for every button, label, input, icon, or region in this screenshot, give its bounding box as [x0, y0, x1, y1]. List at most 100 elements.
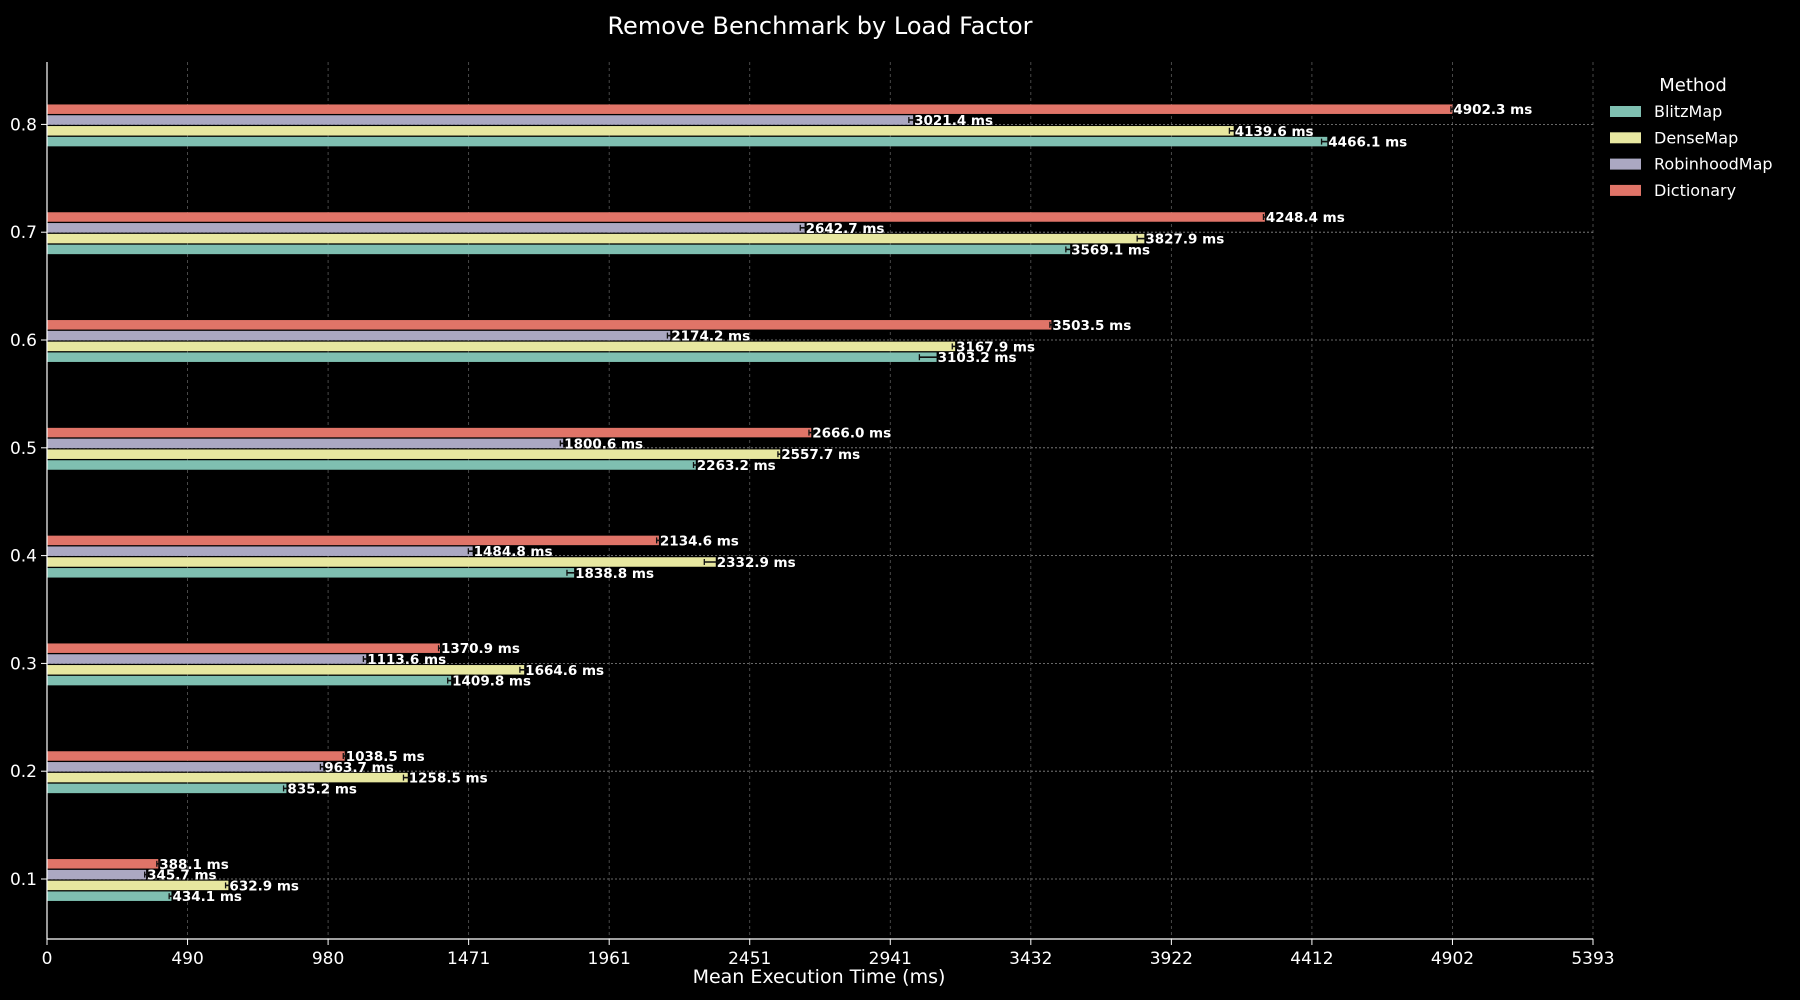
- bar-robinhoodmap: [47, 330, 671, 341]
- data-label: 1370.9 ms: [441, 641, 520, 657]
- grid-layer: [47, 62, 1594, 939]
- x-tick-label: 3432: [1009, 949, 1052, 969]
- bar-densemap: [47, 665, 525, 675]
- bar-densemap: [47, 557, 716, 567]
- bar-dictionary: [47, 751, 345, 761]
- data-label: 4248.4 ms: [1266, 210, 1345, 226]
- x-tick-label: 2941: [869, 949, 912, 969]
- data-label: 963.7 ms: [324, 760, 394, 776]
- bar-dictionary: [47, 859, 159, 869]
- data-label: 3167.9 ms: [956, 339, 1035, 355]
- data-label: 632.9 ms: [229, 878, 299, 894]
- data-label: 3021.4 ms: [914, 113, 993, 129]
- chart-title: Remove Benchmark by Load Factor: [607, 12, 1032, 40]
- legend-swatch-blitzmap: [1610, 106, 1641, 117]
- x-axis-title: Mean Execution Time (ms): [693, 966, 946, 988]
- legend-label-blitzmap: BlitzMap: [1654, 102, 1722, 121]
- data-label: 1113.6 ms: [367, 652, 446, 668]
- x-tick-label: 1471: [447, 949, 490, 969]
- x-tick-label: 4412: [1290, 949, 1333, 969]
- bar-robinhoodmap: [47, 223, 805, 233]
- bar-dictionary: [47, 320, 1052, 330]
- y-tick-label: 0.5: [10, 439, 37, 459]
- y-tick-label: 0.1: [10, 870, 37, 890]
- bar-robinhoodmap: [47, 438, 564, 449]
- bar-densemap: [47, 126, 1234, 136]
- bar-densemap: [47, 233, 1145, 244]
- legend-title: Method: [1659, 75, 1727, 96]
- x-tick-label: 5393: [1571, 949, 1614, 969]
- bar-dictionary: [47, 535, 659, 546]
- bar-blitzmap: [47, 675, 452, 686]
- x-tick-label: 2451: [728, 949, 771, 969]
- data-label: 3103.2 ms: [938, 350, 1017, 366]
- data-label: 3827.9 ms: [1145, 232, 1224, 248]
- data-label: 434.1 ms: [172, 889, 242, 905]
- data-label: 1664.6 ms: [525, 663, 604, 679]
- data-label: 388.1 ms: [159, 857, 229, 873]
- legend: Method BlitzMap DenseMap RobinhoodMap Dicti…: [1610, 75, 1773, 200]
- bar-blitzmap: [47, 568, 575, 578]
- data-label: 1484.8 ms: [474, 544, 553, 560]
- y-tick-label: 0.7: [10, 223, 37, 243]
- data-label: 345.7 ms: [147, 868, 217, 884]
- bar-robinhoodmap: [47, 869, 147, 880]
- y-tick-label: 0.8: [10, 115, 37, 135]
- bar-densemap: [47, 772, 408, 783]
- axes-layer: 0 490 980 1471 1961 2451 2941 3432 3922 4412 4902 5…: [10, 62, 1615, 969]
- data-label: 2332.9 ms: [717, 555, 796, 571]
- data-label: 2263.2 ms: [697, 458, 776, 474]
- legend-swatch-densemap: [1610, 132, 1641, 144]
- data-label: 3569.1 ms: [1071, 242, 1150, 258]
- data-label: 1409.8 ms: [452, 674, 531, 690]
- x-tick-label: 980: [312, 949, 344, 969]
- data-label: 2134.6 ms: [660, 533, 739, 549]
- legend-label-dictionary: Dictionary: [1654, 181, 1736, 200]
- x-tick-label: 490: [171, 949, 203, 969]
- data-label: 3503.5 ms: [1052, 318, 1131, 334]
- bars-layer: [47, 104, 1455, 901]
- data-label: 2666.0 ms: [812, 426, 891, 442]
- bar-dictionary: [47, 212, 1265, 222]
- legend-label-densemap: DenseMap: [1654, 128, 1738, 147]
- bar-dictionary: [47, 643, 440, 653]
- data-label: 1838.8 ms: [575, 566, 654, 582]
- y-tick-label: 0.4: [10, 547, 37, 567]
- bar-robinhoodmap: [47, 762, 324, 772]
- data-label: 1800.6 ms: [564, 436, 643, 452]
- y-tick-label: 0.2: [10, 762, 37, 782]
- legend-swatch-robinhoodmap: [1610, 158, 1641, 170]
- bar-densemap: [47, 341, 956, 352]
- bar-densemap: [47, 449, 781, 459]
- data-label: 2174.2 ms: [671, 329, 750, 345]
- bar-robinhoodmap: [47, 654, 367, 664]
- bar-blitzmap: [47, 783, 287, 794]
- legend-swatch-dictionary: [1610, 184, 1641, 196]
- legend-label-robinhoodmap: RobinhoodMap: [1654, 155, 1773, 174]
- bar-dictionary: [47, 427, 812, 438]
- x-tick-label: 1961: [588, 949, 631, 969]
- data-label: 835.2 ms: [287, 781, 357, 797]
- y-tick-label: 0.6: [10, 331, 37, 351]
- bar-dictionary: [47, 104, 1453, 114]
- x-tick-label: 3922: [1150, 949, 1193, 969]
- data-label: 1258.5 ms: [409, 771, 488, 787]
- bar-blitzmap: [47, 891, 172, 901]
- x-tick-label: 4902: [1431, 949, 1474, 969]
- bar-densemap: [47, 880, 229, 891]
- data-label: 2557.7 ms: [781, 447, 860, 463]
- bar-blitzmap: [47, 460, 696, 470]
- data-label: 4466.1 ms: [1328, 135, 1407, 151]
- data-label: 4902.3 ms: [1453, 102, 1532, 118]
- y-tick-label: 0.3: [10, 654, 37, 674]
- data-label: 1038.5 ms: [346, 749, 425, 765]
- x-tick-label: 0: [42, 949, 53, 969]
- bar-robinhoodmap: [47, 546, 473, 556]
- data-label: 2642.7 ms: [806, 221, 885, 237]
- bar-blitzmap: [47, 244, 1071, 255]
- bar-robinhoodmap: [47, 115, 914, 125]
- bar-blitzmap: [47, 352, 937, 362]
